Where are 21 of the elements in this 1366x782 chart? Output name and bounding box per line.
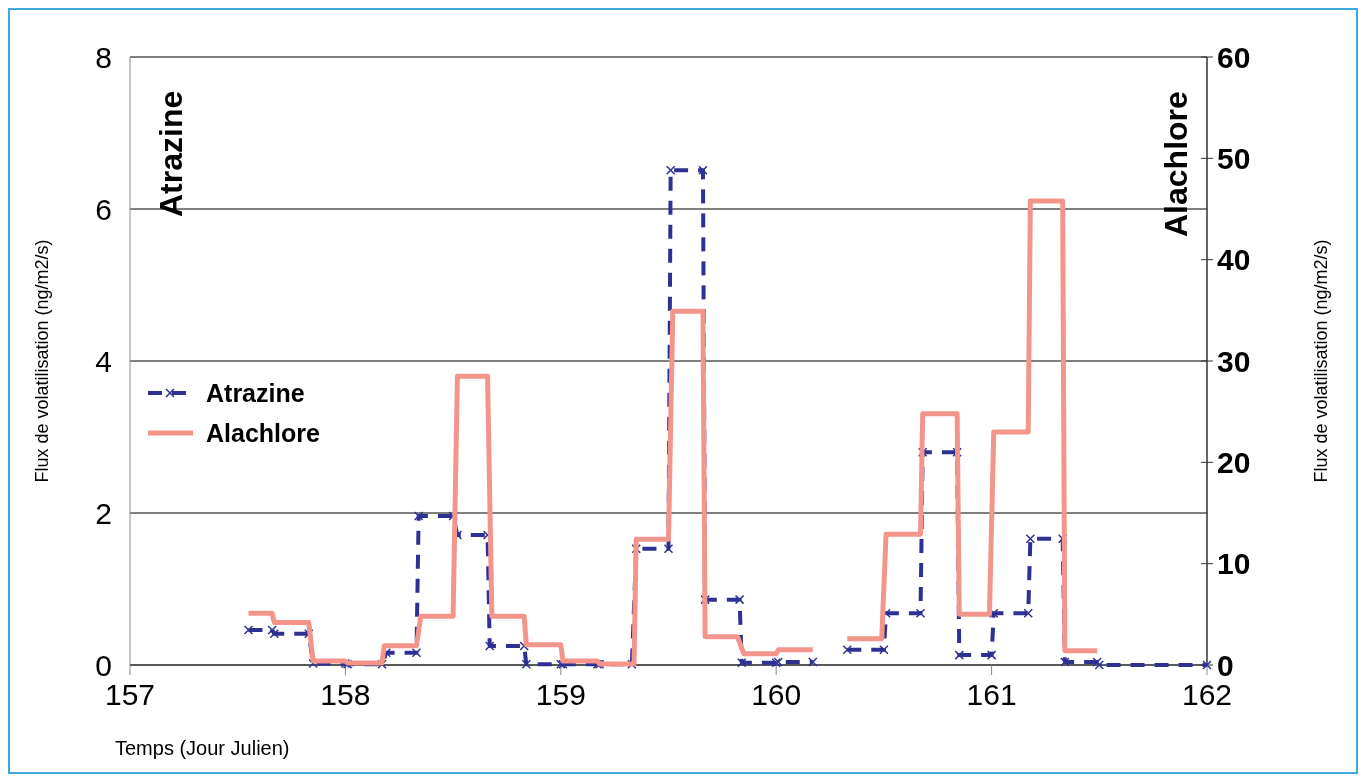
x-tick-label: 159 — [535, 678, 586, 711]
y2-axis-title: Flux de volatilisation (ng/m2/s) — [1311, 239, 1331, 483]
y2-tick-label: 40 — [1217, 243, 1251, 277]
legend-label: Atrazine — [206, 379, 305, 407]
y2-tick-label: 60 — [1217, 40, 1251, 74]
annotation: Alachlore — [1158, 91, 1194, 237]
y-tick-label: 6 — [95, 192, 112, 226]
y2-tick-label: 20 — [1217, 445, 1251, 479]
y-tick-label: 8 — [95, 40, 112, 74]
x-axis-title: Temps (Jour Julien) — [115, 737, 290, 759]
x-tick-label: 160 — [751, 678, 802, 711]
y2-tick-label: 30 — [1217, 344, 1251, 378]
y2-tick-label: 50 — [1217, 141, 1251, 175]
y-tick-label: 2 — [95, 496, 112, 530]
y-axis-title: Flux de volatilisation (ng/m2/s) — [32, 239, 52, 483]
legend-label: Alachlore — [206, 419, 321, 447]
annotation: Atrazine — [153, 90, 189, 217]
x-tick-label: 161 — [966, 678, 1017, 711]
y-tick-label: 4 — [95, 344, 112, 378]
y2-tick-label: 10 — [1217, 547, 1251, 581]
x-tick-label: 158 — [320, 678, 371, 711]
